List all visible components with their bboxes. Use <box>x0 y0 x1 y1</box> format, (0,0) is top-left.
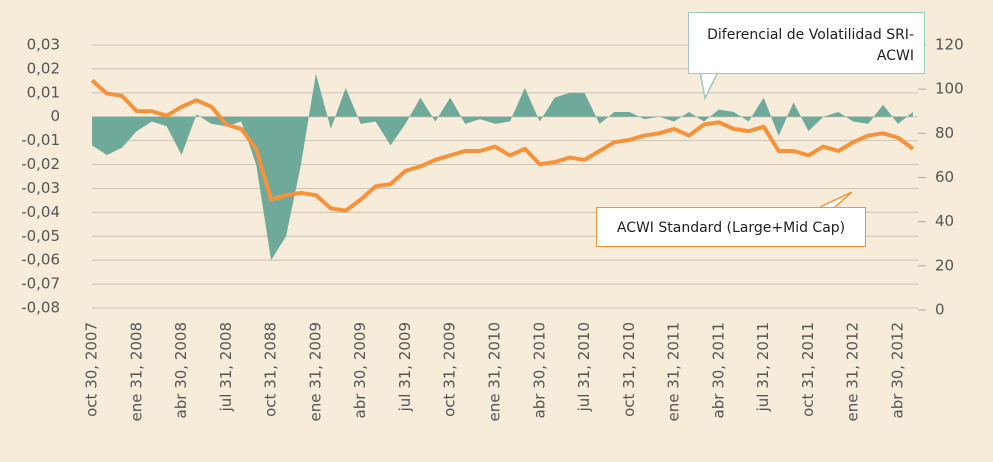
area <box>92 73 913 261</box>
y-tick-label: 0,02 <box>27 59 60 77</box>
line <box>90 78 915 213</box>
x-tick-label: ene 31, 2011 <box>665 322 683 422</box>
y-tick-label: 0 <box>50 107 60 125</box>
x-tick-label: oct 31, 2011 <box>799 322 817 417</box>
y-tick-label: -0,03 <box>21 179 60 197</box>
x-tick-label: oct 30, 2007 <box>83 322 101 417</box>
y2-tick-label: 40 <box>935 212 954 230</box>
y-tick-label: -0,02 <box>21 155 60 173</box>
x-tick-label: oct 31, 2010 <box>620 322 638 417</box>
y-tick-label: -0,04 <box>21 203 60 221</box>
line-legend: ACWI Standard (Large+Mid Cap) <box>596 207 866 247</box>
callout-pointer <box>819 191 853 208</box>
y2-tick-label: 80 <box>935 124 954 142</box>
x-tick-label: abr 30, 2010 <box>530 322 548 418</box>
x-tick-label: abr 30, 2012 <box>889 322 907 418</box>
callout-pointer <box>699 71 719 101</box>
x-tick-label: jul 31, 2011 <box>754 322 772 412</box>
y2-tick-label: 0 <box>935 301 945 319</box>
x-tick-label: jul 31, 2009 <box>396 322 414 412</box>
x-tick-label: ene 31, 2008 <box>127 322 145 422</box>
y-tick-label: -0,07 <box>21 275 60 293</box>
x-tick-label: ene 31, 2009 <box>306 322 324 422</box>
y2-tick-label: 60 <box>935 168 954 186</box>
y2-tick-label: 120 <box>935 36 964 54</box>
y-tick-label: -0,08 <box>21 299 60 317</box>
y-tick-label: -0,05 <box>21 227 60 245</box>
area-legend: Diferencial de Volatilidad SRI-ACWI <box>688 12 925 74</box>
x-tick-label: oct 31, 2088 <box>262 322 280 417</box>
x-tick-label: ene 31, 2012 <box>844 322 862 422</box>
x-tick-label: abr 30, 2009 <box>351 322 369 418</box>
y-tick-label: -0,06 <box>21 251 60 269</box>
x-tick-label: abr 30, 2011 <box>709 322 727 418</box>
x-tick-label: abr 30, 2008 <box>172 322 190 418</box>
y-tick-label: 0,01 <box>27 83 60 101</box>
y-tick-label: 0,03 <box>27 36 60 54</box>
y-tick-label: -0,01 <box>21 131 60 149</box>
x-tick-label: jul 31, 2008 <box>217 322 235 412</box>
x-tick-label: ene 31, 2010 <box>486 322 504 422</box>
y2-tick-label: 20 <box>935 256 954 274</box>
x-tick-label: oct 31, 2009 <box>441 322 459 417</box>
x-tick-label: jul 31, 2010 <box>575 322 593 412</box>
y2-tick-label: 100 <box>935 80 964 98</box>
